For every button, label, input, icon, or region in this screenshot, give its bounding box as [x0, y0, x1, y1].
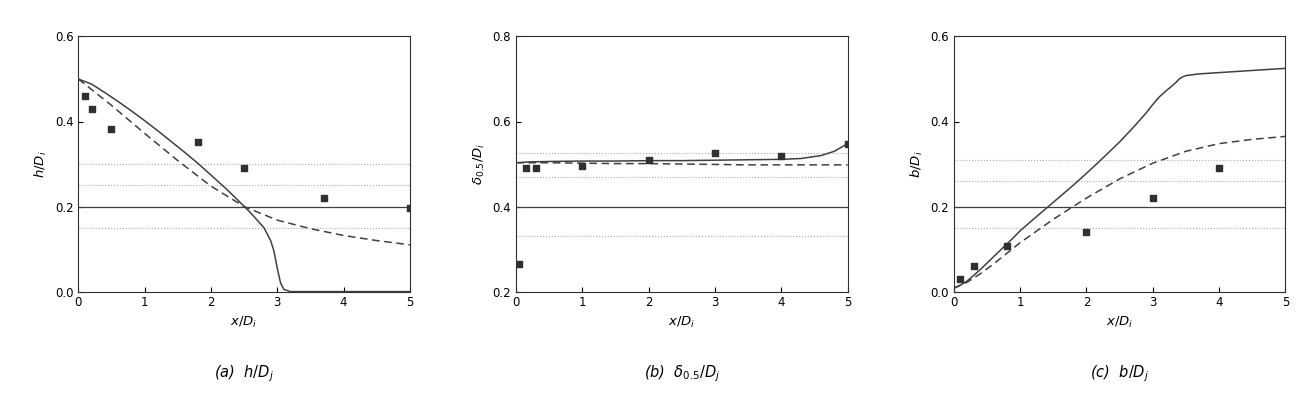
Point — [838, 141, 859, 147]
Point — [1077, 229, 1098, 235]
Point — [638, 156, 659, 163]
Point — [81, 106, 102, 112]
Text: (a)  $h/D_j$: (a) $h/D_j$ — [214, 363, 274, 384]
Y-axis label: $\delta_{0.5}/D_i$: $\delta_{0.5}/D_i$ — [472, 143, 487, 185]
Y-axis label: $b/D_i$: $b/D_i$ — [908, 150, 925, 178]
Point — [526, 165, 547, 172]
Y-axis label: $h/D_i$: $h/D_i$ — [33, 150, 50, 178]
Point — [100, 126, 121, 132]
Point — [74, 93, 95, 99]
Point — [234, 165, 254, 172]
Point — [950, 275, 971, 282]
Point — [705, 150, 726, 157]
Point — [313, 195, 334, 201]
Point — [963, 263, 984, 269]
Point — [399, 205, 420, 211]
Point — [187, 139, 207, 145]
Point — [572, 162, 592, 169]
Point — [771, 152, 792, 159]
X-axis label: $x/D_i$: $x/D_i$ — [231, 315, 258, 330]
Point — [1142, 195, 1163, 201]
Text: (b)  $\delta_{0.5}/D_j$: (b) $\delta_{0.5}/D_j$ — [643, 363, 720, 384]
X-axis label: $x/D_i$: $x/D_i$ — [1105, 315, 1133, 330]
Point — [997, 243, 1018, 249]
X-axis label: $x/D_i$: $x/D_i$ — [668, 315, 696, 330]
Point — [515, 165, 536, 172]
Point — [1208, 165, 1229, 172]
Point — [509, 261, 530, 267]
Text: (c)  $b/D_j$: (c) $b/D_j$ — [1090, 363, 1150, 384]
